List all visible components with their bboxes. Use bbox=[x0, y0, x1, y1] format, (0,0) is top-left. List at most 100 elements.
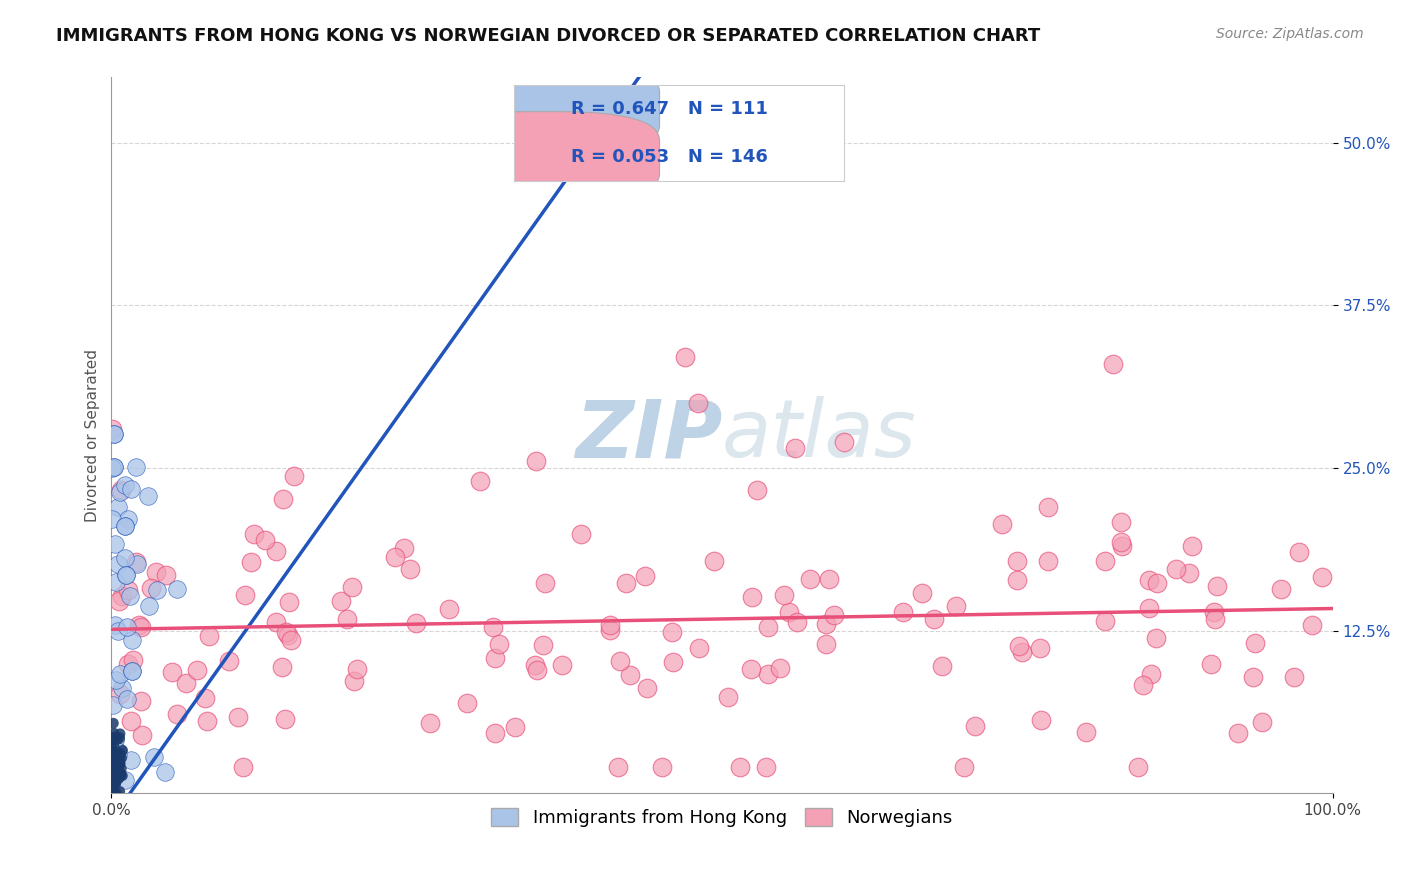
Point bbox=[110, 756, 132, 771]
Point bbox=[1102, 357, 1125, 371]
Point bbox=[101, 747, 124, 762]
Point bbox=[103, 772, 125, 787]
Point bbox=[1031, 713, 1053, 727]
Point bbox=[103, 726, 125, 740]
Point bbox=[1199, 657, 1222, 671]
Point bbox=[534, 575, 557, 590]
Point bbox=[481, 620, 503, 634]
Point bbox=[1005, 573, 1028, 587]
Point bbox=[703, 554, 725, 568]
Point bbox=[484, 651, 506, 665]
Point bbox=[717, 690, 740, 705]
Point bbox=[1282, 670, 1305, 684]
Point bbox=[110, 483, 132, 497]
Point bbox=[1029, 640, 1052, 655]
Point bbox=[104, 777, 127, 791]
Point bbox=[1181, 539, 1204, 553]
Point bbox=[103, 460, 125, 475]
Point bbox=[108, 484, 131, 499]
Point bbox=[240, 555, 263, 569]
Point bbox=[101, 771, 124, 785]
Point bbox=[1074, 725, 1097, 739]
Point bbox=[127, 557, 149, 571]
Point bbox=[101, 774, 124, 789]
Point bbox=[1310, 570, 1333, 584]
Point bbox=[651, 760, 673, 774]
Point bbox=[101, 422, 124, 436]
Point bbox=[661, 655, 683, 669]
Point bbox=[1301, 618, 1323, 632]
Point bbox=[114, 519, 136, 533]
Point bbox=[271, 660, 294, 674]
Text: IMMIGRANTS FROM HONG KONG VS NORWEGIAN DIVORCED OR SEPARATED CORRELATION CHART: IMMIGRANTS FROM HONG KONG VS NORWEGIAN D… bbox=[56, 27, 1040, 45]
Point bbox=[105, 673, 128, 688]
Point bbox=[1243, 636, 1265, 650]
Point bbox=[264, 615, 287, 629]
Point bbox=[103, 747, 125, 762]
Point bbox=[100, 754, 122, 768]
Point bbox=[1109, 534, 1132, 549]
Point bbox=[1241, 670, 1264, 684]
Point bbox=[569, 526, 592, 541]
Point bbox=[1111, 540, 1133, 554]
Point bbox=[103, 427, 125, 442]
Point bbox=[155, 568, 177, 582]
Point bbox=[253, 533, 276, 548]
Point bbox=[815, 637, 838, 651]
Point bbox=[105, 764, 128, 778]
Point bbox=[114, 477, 136, 491]
Point bbox=[107, 624, 129, 639]
Point bbox=[1270, 582, 1292, 596]
Point bbox=[101, 512, 124, 526]
Point bbox=[274, 625, 297, 640]
Point bbox=[114, 773, 136, 788]
Point bbox=[103, 732, 125, 747]
Point bbox=[1128, 760, 1150, 774]
Point bbox=[661, 624, 683, 639]
Point bbox=[606, 760, 628, 774]
Point bbox=[104, 537, 127, 551]
Point bbox=[129, 620, 152, 634]
Point bbox=[1008, 639, 1031, 653]
Point bbox=[1005, 554, 1028, 568]
Point bbox=[103, 784, 125, 798]
Point bbox=[756, 620, 779, 634]
Point bbox=[118, 589, 141, 603]
Point bbox=[146, 583, 169, 598]
Point bbox=[101, 769, 124, 783]
Point bbox=[107, 757, 129, 772]
Point bbox=[101, 461, 124, 475]
Point bbox=[226, 709, 249, 723]
Point bbox=[108, 749, 131, 764]
Point bbox=[1178, 566, 1201, 580]
Point bbox=[103, 760, 125, 774]
Point bbox=[832, 434, 855, 449]
Point bbox=[104, 733, 127, 747]
Point bbox=[346, 663, 368, 677]
Point bbox=[953, 760, 976, 774]
Point bbox=[101, 762, 124, 776]
Point bbox=[114, 550, 136, 565]
Point bbox=[271, 491, 294, 506]
Point bbox=[283, 468, 305, 483]
Point bbox=[115, 568, 138, 582]
Point bbox=[100, 764, 122, 779]
Point bbox=[931, 659, 953, 673]
Point bbox=[103, 770, 125, 784]
Point bbox=[108, 731, 131, 745]
Point bbox=[104, 731, 127, 745]
Point bbox=[101, 731, 124, 745]
Point bbox=[1011, 645, 1033, 659]
Point bbox=[105, 753, 128, 767]
Point bbox=[129, 693, 152, 707]
Point bbox=[115, 568, 138, 582]
Point bbox=[1204, 612, 1226, 626]
Point bbox=[773, 588, 796, 602]
Point bbox=[160, 665, 183, 680]
Point bbox=[121, 664, 143, 678]
Point bbox=[524, 454, 547, 468]
Point bbox=[103, 778, 125, 792]
Point bbox=[343, 673, 366, 688]
Point bbox=[193, 691, 215, 706]
Point bbox=[101, 755, 124, 769]
